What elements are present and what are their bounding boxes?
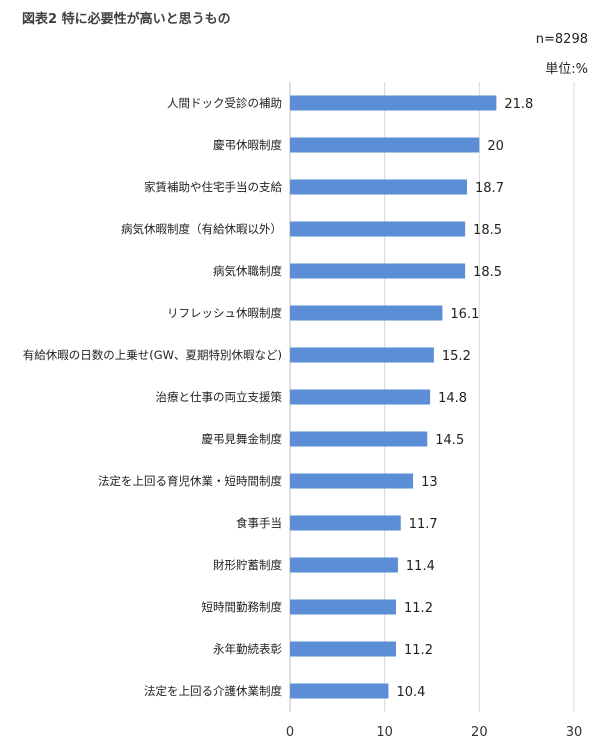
category-label: 病気休職制度 bbox=[213, 264, 282, 278]
category-label: 永年勤続表彰 bbox=[213, 642, 282, 656]
category-label: 短時間勤務制度 bbox=[202, 600, 283, 614]
category-label: 食事手当 bbox=[236, 516, 282, 530]
value-label: 15.2 bbox=[442, 349, 471, 364]
x-tick-label: 0 bbox=[286, 725, 294, 740]
value-label: 13 bbox=[421, 475, 438, 490]
value-label: 20 bbox=[487, 139, 504, 154]
x-tick-label: 10 bbox=[376, 725, 393, 740]
x-tick-label: 30 bbox=[566, 725, 583, 740]
category-label: 法定を上回る育児休業・短時間制度 bbox=[98, 474, 282, 488]
bar bbox=[290, 305, 443, 321]
value-label: 14.8 bbox=[438, 391, 467, 406]
bar bbox=[290, 347, 434, 363]
category-label: 病気休暇制度（有給休暇以外） bbox=[121, 222, 282, 236]
bar bbox=[290, 389, 431, 405]
bar bbox=[290, 95, 497, 111]
sample-size-label: n=8298 bbox=[535, 32, 588, 47]
value-label: 18.7 bbox=[475, 181, 504, 196]
value-label: 18.5 bbox=[473, 223, 502, 238]
bar bbox=[290, 263, 466, 279]
category-label: 法定を上回る介護休業制度 bbox=[144, 684, 282, 698]
category-label: 治療と仕事の両立支援策 bbox=[156, 390, 283, 404]
unit-label: 単位:% bbox=[545, 62, 588, 77]
category-label: 有給休暇の日数の上乗せ(GW、夏期特別休暇など) bbox=[23, 348, 282, 362]
bar bbox=[290, 515, 401, 531]
bar bbox=[290, 137, 480, 153]
category-label: 家賃補助や住宅手当の支給 bbox=[144, 180, 282, 194]
value-label: 11.2 bbox=[404, 643, 433, 658]
value-label: 21.8 bbox=[504, 97, 533, 112]
value-label: 14.5 bbox=[435, 433, 464, 448]
bar bbox=[290, 599, 397, 615]
bar bbox=[290, 431, 428, 447]
value-label: 11.4 bbox=[406, 559, 435, 574]
value-label: 18.5 bbox=[473, 265, 502, 280]
x-tick-label: 20 bbox=[471, 725, 488, 740]
bar bbox=[290, 641, 397, 657]
category-label: 慶弔見舞金制度 bbox=[202, 432, 283, 446]
bar bbox=[290, 221, 466, 237]
bar bbox=[290, 473, 414, 489]
value-label: 11.2 bbox=[404, 601, 433, 616]
category-label: リフレッシュ休暇制度 bbox=[167, 306, 282, 320]
category-label: 慶弔休暇制度 bbox=[213, 138, 282, 152]
bar bbox=[290, 557, 398, 573]
value-label: 10.4 bbox=[396, 685, 425, 700]
value-label: 11.7 bbox=[409, 517, 438, 532]
bar bbox=[290, 683, 389, 699]
category-label: 財形貯蓄制度 bbox=[213, 558, 282, 572]
category-label: 人間ドック受診の補助 bbox=[167, 96, 282, 110]
value-label: 16.1 bbox=[450, 307, 479, 322]
chart-title: 図表2 特に必要性が高いと思うもの bbox=[22, 12, 231, 27]
bar bbox=[290, 179, 468, 195]
